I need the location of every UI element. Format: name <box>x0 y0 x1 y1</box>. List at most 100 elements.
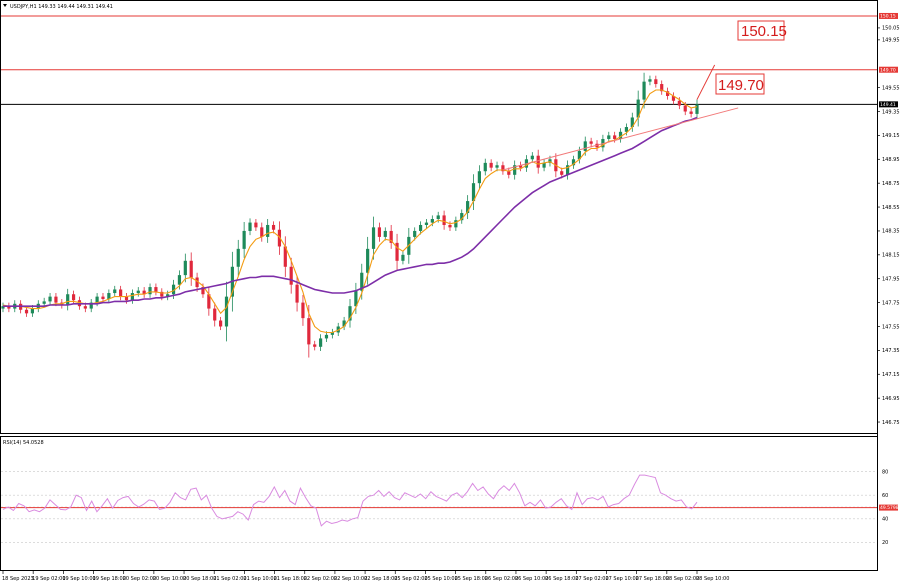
rsi-level-label: 20 <box>882 540 888 546</box>
candle-body <box>142 290 146 295</box>
candle-body <box>566 165 570 175</box>
level-box-149-70[interactable]: 149.70 <box>715 73 765 95</box>
candle-body <box>107 293 111 300</box>
time-tick-label: 26 Sep 02:00 <box>485 576 518 582</box>
time-tick-label: 26 Sep 10:00 <box>515 576 548 582</box>
candle-body <box>548 159 552 163</box>
candle-body <box>324 334 329 339</box>
candle-body <box>260 227 264 237</box>
time-tick-label: 19 Sep 18:00 <box>93 576 126 582</box>
time-tick-label: 27 Sep 10:00 <box>605 576 638 582</box>
candle-body <box>307 318 311 345</box>
time-tick-label: 22 Sep 02:00 <box>304 576 337 582</box>
candle-body <box>330 332 334 335</box>
candle-body <box>266 224 270 237</box>
candle-body <box>507 171 511 175</box>
time-tick-label: 21 Sep 10:00 <box>243 576 276 582</box>
time-tick-label: 19 Sep 02:00 <box>32 576 65 582</box>
candle-body <box>166 294 170 297</box>
candle-body <box>354 290 358 307</box>
candle-body <box>395 242 399 261</box>
time-tick-label: 20 Sep 10:00 <box>153 576 186 582</box>
candle-body <box>660 84 664 92</box>
price-tag-label: 149.70 <box>880 67 896 73</box>
candle-body <box>542 162 546 168</box>
candle-body <box>66 294 70 305</box>
candle-body <box>624 127 629 132</box>
time-tick-label: 21 Sep 18:00 <box>274 576 307 582</box>
time-tick-label: 22 Sep 18:00 <box>364 576 397 582</box>
price-tick-label: 147.15 <box>882 372 900 378</box>
price-tick-label: 146.75 <box>882 420 900 426</box>
candle-body <box>413 230 417 237</box>
candle-body <box>636 99 640 118</box>
candle-body <box>689 111 693 114</box>
trendlines[interactable] <box>502 64 739 171</box>
price-tick-label: 148.95 <box>882 157 900 163</box>
trendline[interactable] <box>502 107 739 171</box>
candle-body <box>301 302 305 319</box>
candle-body <box>248 222 252 231</box>
price-tick-label: 146.95 <box>882 396 900 402</box>
candle-body <box>89 302 93 309</box>
candle-body <box>665 91 670 96</box>
candle-body <box>42 301 46 304</box>
price-tick-label: 147.95 <box>882 277 900 283</box>
time-tick-label: 21 Sep 02:00 <box>213 576 246 582</box>
time-tick-label: 25 Sep 18:00 <box>455 576 488 582</box>
rsi-tag <box>879 504 898 511</box>
candle-body <box>342 320 346 327</box>
annotation-arrow[interactable] <box>696 64 716 100</box>
time-tick-label: 25 Sep 02:00 <box>394 576 427 582</box>
candle-body <box>448 224 452 228</box>
candle-body <box>171 284 176 295</box>
price-tag <box>879 101 898 108</box>
candle-body <box>189 260 193 278</box>
rsi-level-label: 60 <box>882 493 888 499</box>
price-tick-label: 148.35 <box>882 229 900 235</box>
rsi-panel-frame <box>0 436 878 571</box>
level-box-149-70-text: 149.70 <box>718 77 764 94</box>
candle-body <box>48 296 52 302</box>
candle-body <box>207 294 211 309</box>
candle-body <box>313 344 317 347</box>
candle-body <box>654 79 658 85</box>
candle-body <box>101 296 105 300</box>
candle-body <box>124 296 129 301</box>
candle-body <box>1 306 5 309</box>
level-box-150-15[interactable]: 150.15 <box>737 20 787 41</box>
price-tag <box>879 66 898 73</box>
price-tag <box>879 12 898 19</box>
symbol-dropdown-icon[interactable] <box>3 4 7 7</box>
candle-body <box>477 171 481 184</box>
candle-body <box>583 141 587 151</box>
price-tick-label: 147.55 <box>882 324 900 330</box>
candle-body <box>671 95 676 101</box>
price-tick-label: 147.75 <box>882 300 900 306</box>
candle-body <box>454 220 458 228</box>
rsi-series <box>2 474 698 527</box>
price-axis: 150.05 149.95 149.55 149.35 149.15 148.95 148.… <box>877 12 900 426</box>
candle-body <box>430 219 434 223</box>
rsi-level-label: 80 <box>882 469 888 475</box>
candle-body <box>571 159 576 166</box>
candle-body <box>460 213 464 221</box>
candle-body <box>530 155 534 160</box>
candle-body <box>318 338 323 347</box>
candle-body <box>383 230 387 237</box>
rsi-level-label: 40 <box>882 517 888 523</box>
candle-body <box>648 79 652 82</box>
candle-body <box>483 162 487 172</box>
candle-body <box>83 306 87 309</box>
candle-body <box>618 131 623 139</box>
candle-body <box>119 289 123 297</box>
time-tick-label: 25 Sep 10:00 <box>424 576 457 582</box>
candle-body <box>695 104 699 114</box>
candle-body <box>389 230 393 243</box>
candle-body <box>130 293 134 301</box>
candle-body <box>560 171 564 175</box>
candle-body <box>377 227 382 237</box>
candle-body <box>283 246 287 267</box>
